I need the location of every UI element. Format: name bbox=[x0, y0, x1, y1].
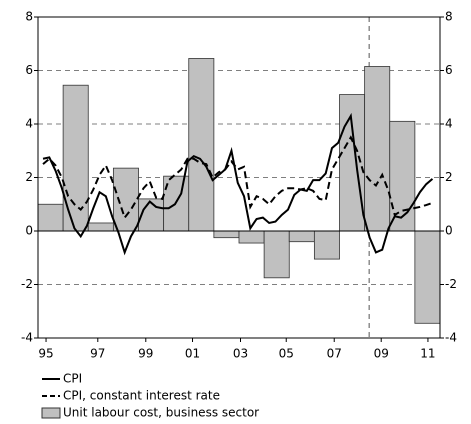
y-tick-label: 4 bbox=[25, 117, 33, 131]
x-tick-label: 01 bbox=[185, 347, 200, 361]
y-tick-label: -4 bbox=[21, 331, 33, 345]
bar bbox=[313, 230, 340, 260]
x-tick-label: 97 bbox=[90, 347, 105, 361]
legend-label: CPI, constant interest rate bbox=[63, 389, 220, 403]
bar bbox=[238, 230, 265, 244]
bar bbox=[339, 94, 366, 232]
y-tick-label: 0 bbox=[25, 224, 33, 238]
y2-tick-label: 0 bbox=[445, 224, 453, 238]
bar bbox=[188, 58, 215, 232]
bar bbox=[112, 167, 139, 232]
bar bbox=[263, 230, 290, 279]
y2-tick-label: 4 bbox=[445, 117, 453, 131]
legend-label: Unit labour cost, business sector bbox=[63, 406, 259, 420]
bar bbox=[213, 230, 240, 239]
plot-frame bbox=[37, 16, 441, 339]
y2-tick-label: -2 bbox=[445, 277, 457, 291]
x-tick-label: 03 bbox=[233, 347, 248, 361]
bar bbox=[62, 84, 89, 232]
y2-tick-label: 8 bbox=[445, 10, 453, 24]
x-tick-label: 99 bbox=[138, 347, 153, 361]
x-tick-label: 11 bbox=[420, 347, 435, 361]
bar bbox=[37, 203, 64, 232]
x-tick-label: 09 bbox=[374, 347, 389, 361]
y-tick-label: -2 bbox=[21, 277, 33, 291]
y-tick-label: 8 bbox=[25, 10, 33, 24]
line bbox=[42, 135, 433, 220]
bar bbox=[414, 230, 441, 324]
bar bbox=[364, 66, 391, 232]
y-tick-label: 6 bbox=[25, 63, 33, 77]
x-tick-label: 05 bbox=[279, 347, 294, 361]
legend-swatch bbox=[41, 407, 61, 419]
x-tick-label: 95 bbox=[38, 347, 53, 361]
y2-tick-label: 6 bbox=[445, 63, 453, 77]
x-tick-label: 07 bbox=[327, 347, 342, 361]
bar bbox=[87, 222, 114, 232]
y2-tick-label: -4 bbox=[445, 331, 457, 345]
y2-tick-label: 2 bbox=[445, 170, 453, 184]
bar bbox=[389, 120, 416, 232]
bar bbox=[288, 230, 315, 243]
y-tick-label: 2 bbox=[25, 170, 33, 184]
legend-label: CPI bbox=[63, 372, 82, 386]
line bbox=[42, 112, 434, 256]
